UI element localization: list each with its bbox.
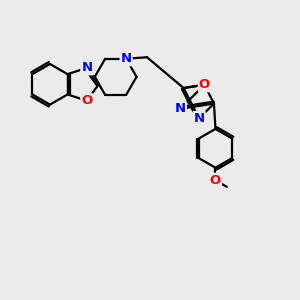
Text: O: O (210, 174, 221, 187)
Text: N: N (194, 112, 205, 125)
Text: O: O (81, 94, 92, 107)
Text: N: N (121, 52, 132, 65)
Text: O: O (199, 78, 210, 91)
Text: N: N (175, 102, 186, 116)
Text: N: N (81, 61, 92, 74)
